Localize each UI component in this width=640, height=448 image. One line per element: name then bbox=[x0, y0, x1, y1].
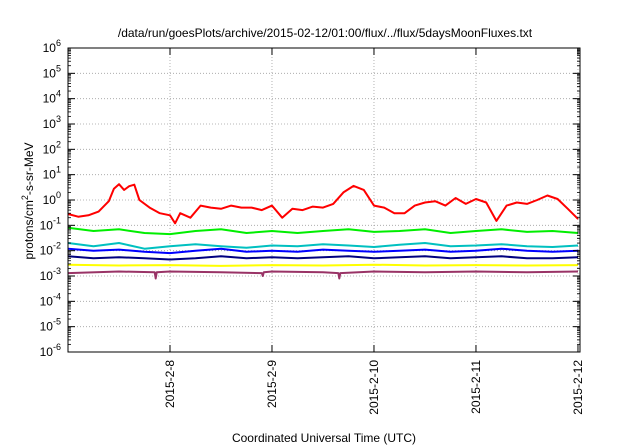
series-line-1 bbox=[67, 226, 579, 236]
y-tick-labels: 10-6 10-5 10-4 10-3 10-2 10-1 100 101 102 103 104 1… bbox=[40, 38, 61, 359]
y-tick-label: 10-5 bbox=[40, 317, 61, 334]
axes bbox=[67, 47, 581, 353]
y-axis-label-base: protons/cm bbox=[22, 200, 36, 259]
y-axis-label-rest: -s-sr-MeV bbox=[22, 142, 36, 195]
series-lines bbox=[67, 183, 579, 280]
series-line-4 bbox=[67, 255, 579, 261]
y-tick-label: 10-2 bbox=[40, 241, 61, 258]
x-tick-labels: 2015-2-8 2015-2-9 2015-2-10 2015-2-11 2015-2… bbox=[163, 360, 585, 415]
series-line-6 bbox=[67, 270, 579, 280]
y-tick-label: 101 bbox=[43, 165, 61, 182]
series-line-3 bbox=[67, 247, 579, 255]
x-tick-label: 2015-2-8 bbox=[163, 360, 177, 408]
grid-lines bbox=[68, 48, 580, 352]
series-line-0 bbox=[67, 183, 579, 225]
y-axis-label-sup: 2 bbox=[20, 195, 30, 200]
x-tick-label: 2015-2-12 bbox=[571, 360, 585, 415]
y-tick-label: 106 bbox=[43, 38, 61, 55]
series-line-2 bbox=[67, 242, 579, 250]
y-tick-label: 105 bbox=[43, 63, 61, 80]
y-tick-label: 10-1 bbox=[40, 215, 61, 232]
x-tick-label: 2015-2-9 bbox=[265, 360, 279, 408]
y-tick-label: 10-6 bbox=[40, 342, 61, 359]
y-tick-label: 100 bbox=[43, 190, 61, 207]
y-tick-label: 102 bbox=[43, 139, 61, 156]
x-tick-label: 2015-2-10 bbox=[367, 360, 381, 415]
y-tick-label: 104 bbox=[43, 89, 61, 106]
y-axis-label: protons/cm2-s-sr-MeV bbox=[20, 142, 36, 259]
series-line-5 bbox=[67, 263, 579, 267]
y-tick-label: 10-3 bbox=[40, 266, 61, 283]
y-tick-label: 103 bbox=[43, 114, 61, 131]
x-axis-label: Coordinated Universal Time (UTC) bbox=[232, 431, 416, 445]
x-tick-label: 2015-2-11 bbox=[469, 360, 483, 414]
y-tick-label: 10-4 bbox=[40, 291, 61, 308]
chart-title: /data/run/goesPlots/archive/2015-02-12/0… bbox=[118, 26, 533, 40]
